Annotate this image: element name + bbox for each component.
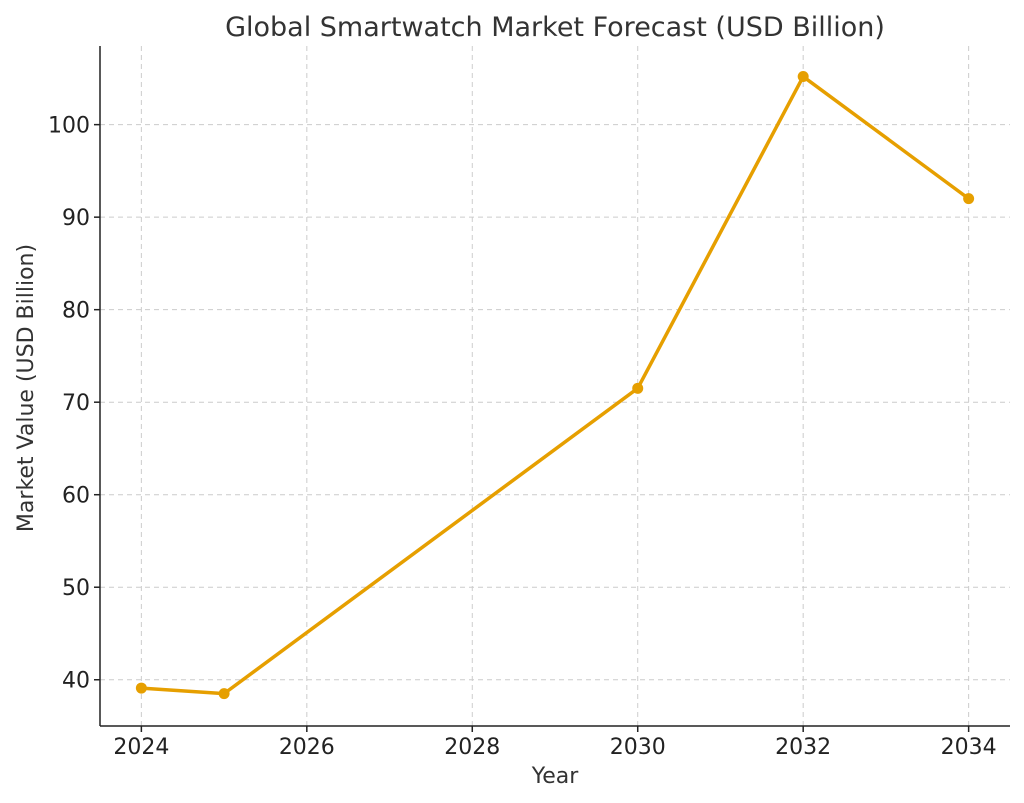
axes: 2024 2026 2028 2030 2032 2034 40 50 60 70 80 90 100 — [48, 46, 1010, 760]
y-tick-label: 60 — [62, 484, 90, 509]
x-tick-label: 2030 — [610, 735, 666, 760]
data-point — [135, 682, 147, 694]
x-tick-label: 2028 — [444, 735, 500, 760]
y-tick-label: 90 — [62, 206, 90, 231]
y-tick-label: 50 — [62, 576, 90, 601]
x-axis-label: Year — [531, 764, 580, 789]
series-line — [139, 74, 971, 696]
chart-title: Global Smartwatch Market Forecast (USD B… — [225, 12, 885, 43]
y-tick-label: 100 — [48, 114, 90, 139]
x-tick-label: 2032 — [775, 735, 831, 760]
y-tick-label: 40 — [62, 669, 90, 694]
x-tick-label: 2024 — [113, 735, 169, 760]
y-tick-label: 80 — [62, 299, 90, 324]
x-tick-label: 2034 — [941, 735, 997, 760]
data-point — [797, 71, 809, 83]
data-point — [632, 382, 644, 394]
y-axis-label: Market Value (USD Billion) — [14, 244, 39, 532]
data-point — [963, 193, 975, 205]
grid — [100, 46, 1010, 726]
y-tick-label: 70 — [62, 391, 90, 416]
x-tick-label: 2026 — [279, 735, 335, 760]
series-layer — [135, 71, 975, 700]
data-point — [218, 688, 230, 700]
